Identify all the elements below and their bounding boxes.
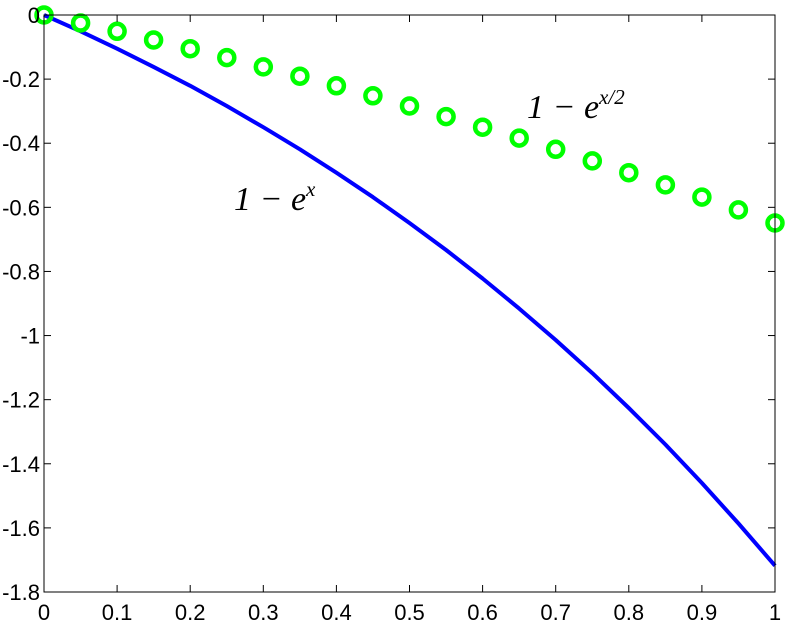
x-tick-label: 1 — [769, 600, 781, 625]
x-tick-label: 0.5 — [394, 600, 425, 625]
series-marker-1-minus-e-x-over-2 — [472, 117, 493, 137]
series-marker-1-minus-e-x-over-2 — [436, 106, 456, 127]
y-tick-label: -0.2 — [2, 67, 40, 92]
series-marker-1-minus-e-x-over-2 — [180, 38, 200, 59]
series-marker-1-minus-e-x-over-2 — [692, 187, 712, 207]
tick-layer: 0 0.1 0.2 0.3 0.4 0.5 0.6 0.7 0.8 0.9 1 0 -0.2 -0.4 -0… — [2, 3, 781, 625]
series-marker-1-minus-e-x-over-2 — [107, 21, 127, 42]
x-tick-label: 0.6 — [467, 600, 498, 625]
series-marker-1-minus-e-x-over-2 — [582, 151, 603, 171]
y-tick-label: -1.2 — [2, 388, 40, 413]
x-tick-label: 0.1 — [102, 600, 133, 625]
series-marker-1-minus-e-x-over-2 — [143, 30, 164, 50]
y-tick-label: -0.8 — [2, 259, 40, 284]
curve-layer — [43, 13, 777, 568]
series-marker-1-minus-e-x-over-2 — [545, 139, 566, 160]
x-tick-label: 0.9 — [687, 600, 718, 625]
series-marker-1-minus-e-x-over-2 — [728, 200, 749, 220]
y-tick-label: -0.4 — [2, 131, 40, 156]
x-tick-label: 0.3 — [248, 600, 279, 625]
annotation-1-minus-e-x-over-2: 1 − ex/2 — [527, 85, 625, 126]
x-tick-label: 0 — [38, 600, 50, 625]
y-tick-label: -1 — [20, 324, 40, 349]
series-marker-1-minus-e-x-over-2 — [619, 162, 639, 183]
y-tick-label: -1.4 — [2, 452, 40, 477]
series-marker-1-minus-e-x-over-2 — [655, 175, 676, 195]
x-tick-label: 0.7 — [540, 600, 571, 625]
y-tick-label: 0 — [28, 3, 40, 28]
y-tick-label: -1.6 — [2, 516, 40, 541]
series-line-1-minus-e-x — [43, 13, 777, 568]
annotation-1-minus-e-x: 1 − ex — [234, 177, 316, 218]
series-marker-1-minus-e-x-over-2 — [399, 96, 420, 116]
y-tick-label: -0.6 — [2, 195, 40, 220]
series-marker-1-minus-e-x-over-2 — [217, 47, 237, 68]
x-tick-label: 0.4 — [321, 600, 352, 625]
series-marker-1-minus-e-x-over-2 — [326, 76, 347, 96]
x-tick-label: 0.2 — [175, 600, 206, 625]
x-tick-label: 0.8 — [614, 600, 645, 625]
series-marker-1-minus-e-x-over-2 — [509, 128, 529, 148]
series-marker-1-minus-e-x-over-2 — [290, 66, 310, 86]
y-tick-label: -1.8 — [2, 580, 40, 605]
series-marker-1-minus-e-x-over-2 — [253, 57, 274, 77]
series-marker-1-minus-e-x-over-2 — [363, 86, 383, 106]
